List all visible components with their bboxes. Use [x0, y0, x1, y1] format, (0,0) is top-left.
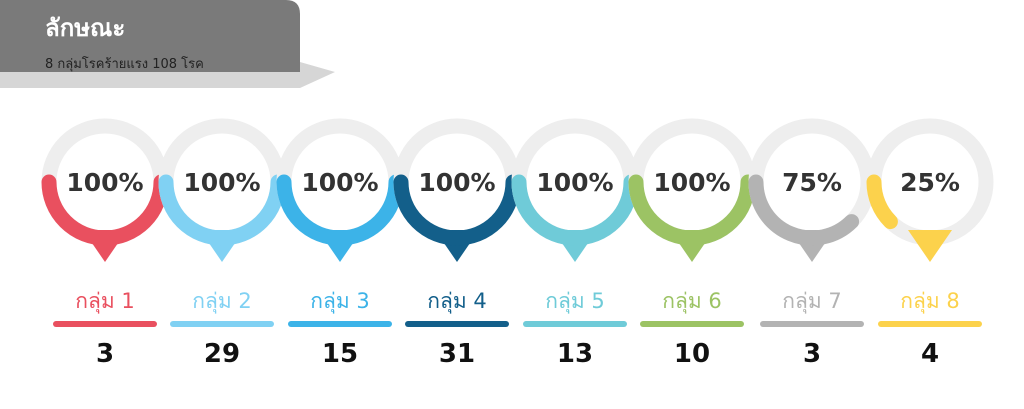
- count-label: 3: [803, 339, 821, 369]
- category-label: กลุ่ม 5: [545, 289, 604, 314]
- category-underline: [523, 321, 627, 327]
- category-label: กลุ่ม 8: [900, 289, 959, 314]
- category-label: กลุ่ม 2: [192, 289, 251, 314]
- count-label: 13: [557, 339, 593, 369]
- gauge-arc: [866, 174, 898, 230]
- category-label: กลุ่ม 6: [662, 289, 721, 314]
- gauge-arc: [511, 174, 639, 246]
- gauge-arc: [393, 174, 521, 246]
- value-label: 100%: [66, 168, 143, 197]
- category-label: กลุ่ม 3: [310, 289, 369, 314]
- subtitle: 8 กลุ่มโรคร้ายแรง 108 โรค: [45, 56, 204, 72]
- header-box: [0, 0, 300, 72]
- value-label: 100%: [183, 168, 260, 197]
- value-label: 75%: [782, 168, 842, 197]
- gauge-arc: [276, 174, 404, 246]
- title: ลักษณะ: [45, 14, 125, 42]
- count-label: 29: [204, 339, 240, 369]
- count-label: 15: [322, 339, 358, 369]
- category-underline: [170, 321, 274, 327]
- count-label: 31: [439, 339, 475, 369]
- value-label: 100%: [418, 168, 495, 197]
- gauge-arc: [41, 174, 169, 246]
- value-label: 100%: [536, 168, 613, 197]
- category-label: กลุ่ม 7: [782, 289, 841, 314]
- gauge-arc: [748, 174, 860, 246]
- category-underline: [288, 321, 392, 327]
- category-underline: [405, 321, 509, 327]
- count-label: 4: [921, 339, 939, 369]
- value-label: 25%: [900, 168, 960, 197]
- category-underline: [640, 321, 744, 327]
- count-label: 3: [96, 339, 114, 369]
- count-label: 10: [674, 339, 710, 369]
- category-label: กลุ่ม 1: [75, 289, 134, 314]
- gauge-pointer: [908, 230, 952, 262]
- category-underline: [53, 321, 157, 327]
- value-label: 100%: [301, 168, 378, 197]
- category-underline: [878, 321, 982, 327]
- category-label: กลุ่ม 4: [427, 289, 486, 314]
- value-label: 100%: [653, 168, 730, 197]
- gauge-arc: [628, 174, 756, 246]
- category-underline: [760, 321, 864, 327]
- gauge-arc: [158, 174, 286, 246]
